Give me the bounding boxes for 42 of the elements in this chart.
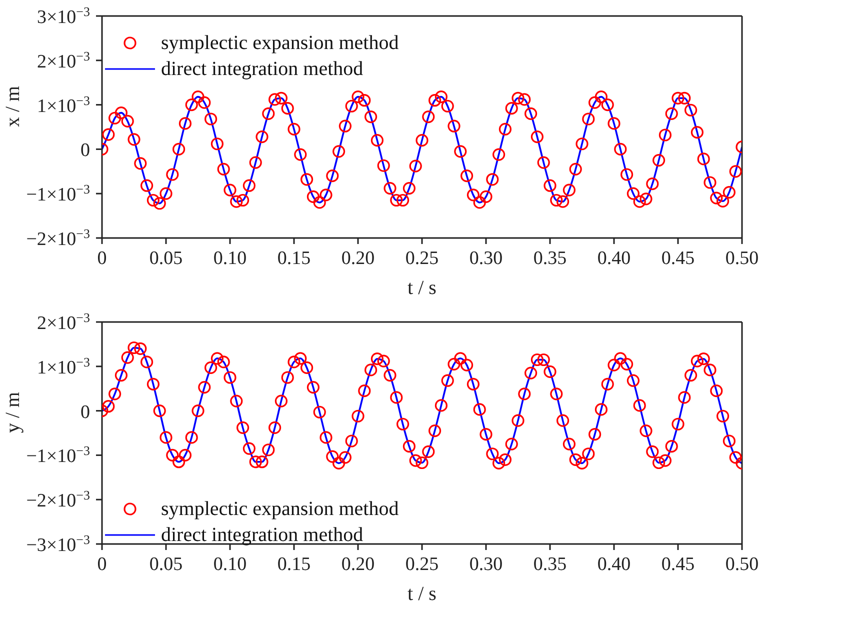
legend-label: symplectic expansion method [161,497,399,522]
y-tick-label: −2×10$^{−3}$ [26,226,90,250]
y-tick-label: 2×10$^{−3}$ [36,310,90,334]
x-tick-label: 0.30 [469,248,503,269]
y-tick-label: 2×10$^{−3}$ [36,48,90,72]
legend-label: direct integration method [161,57,364,82]
y-tick-label: 3×10$^{−3}$ [36,4,90,28]
x-tick-label: 0.50 [725,554,759,575]
y-tick-label: 0 [80,402,90,423]
x-tick-label: 0.40 [597,248,631,269]
x-tick-label: 0.15 [277,554,311,575]
x-tick-label: 0.15 [277,248,311,269]
x-tick-label: 0.20 [341,554,375,575]
x-tick-label: 0 [97,554,107,575]
y-axis-title: y / m [2,391,24,433]
legend-label: direct integration method [161,523,364,548]
x-tick-label: 0.40 [597,554,631,575]
y-tick-label: 1×10$^{−3}$ [36,354,90,378]
x-tick-label: 0.10 [213,554,247,575]
x-tick-label: 0 [97,248,107,269]
x-tick-label: 0.45 [661,554,695,575]
y-tick-label: −3×10$^{−3}$ [26,532,90,556]
x-axis-title: t / s [408,277,437,299]
x-tick-label: 0.35 [533,554,567,575]
x-tick-label: 0.20 [341,248,375,269]
x-tick-label: 0.30 [469,554,503,575]
x-tick-label: 0.05 [149,248,183,269]
x-tick-label: 0.45 [661,248,695,269]
y-tick-label: −1×10$^{−3}$ [26,181,90,206]
x-tick-label: 0.05 [149,554,183,575]
x-tick-label: 0.35 [533,248,567,269]
y-tick-label: −2×10$^{−3}$ [26,487,90,512]
y-tick-label: −1×10$^{−3}$ [26,442,90,468]
y-axis-title: x / m [2,85,24,127]
x-axis-title: t / s [408,583,437,605]
legend-label: symplectic expansion method [161,31,399,56]
y-tick-label: 0 [80,140,90,162]
x-tick-label: 0.25 [405,248,439,269]
y-tick-label: 1×10$^{−3}$ [36,92,90,117]
x-tick-label: 0.10 [213,248,247,269]
x-tick-label: 0.50 [725,248,759,269]
x-tick-label: 0.25 [405,554,439,575]
